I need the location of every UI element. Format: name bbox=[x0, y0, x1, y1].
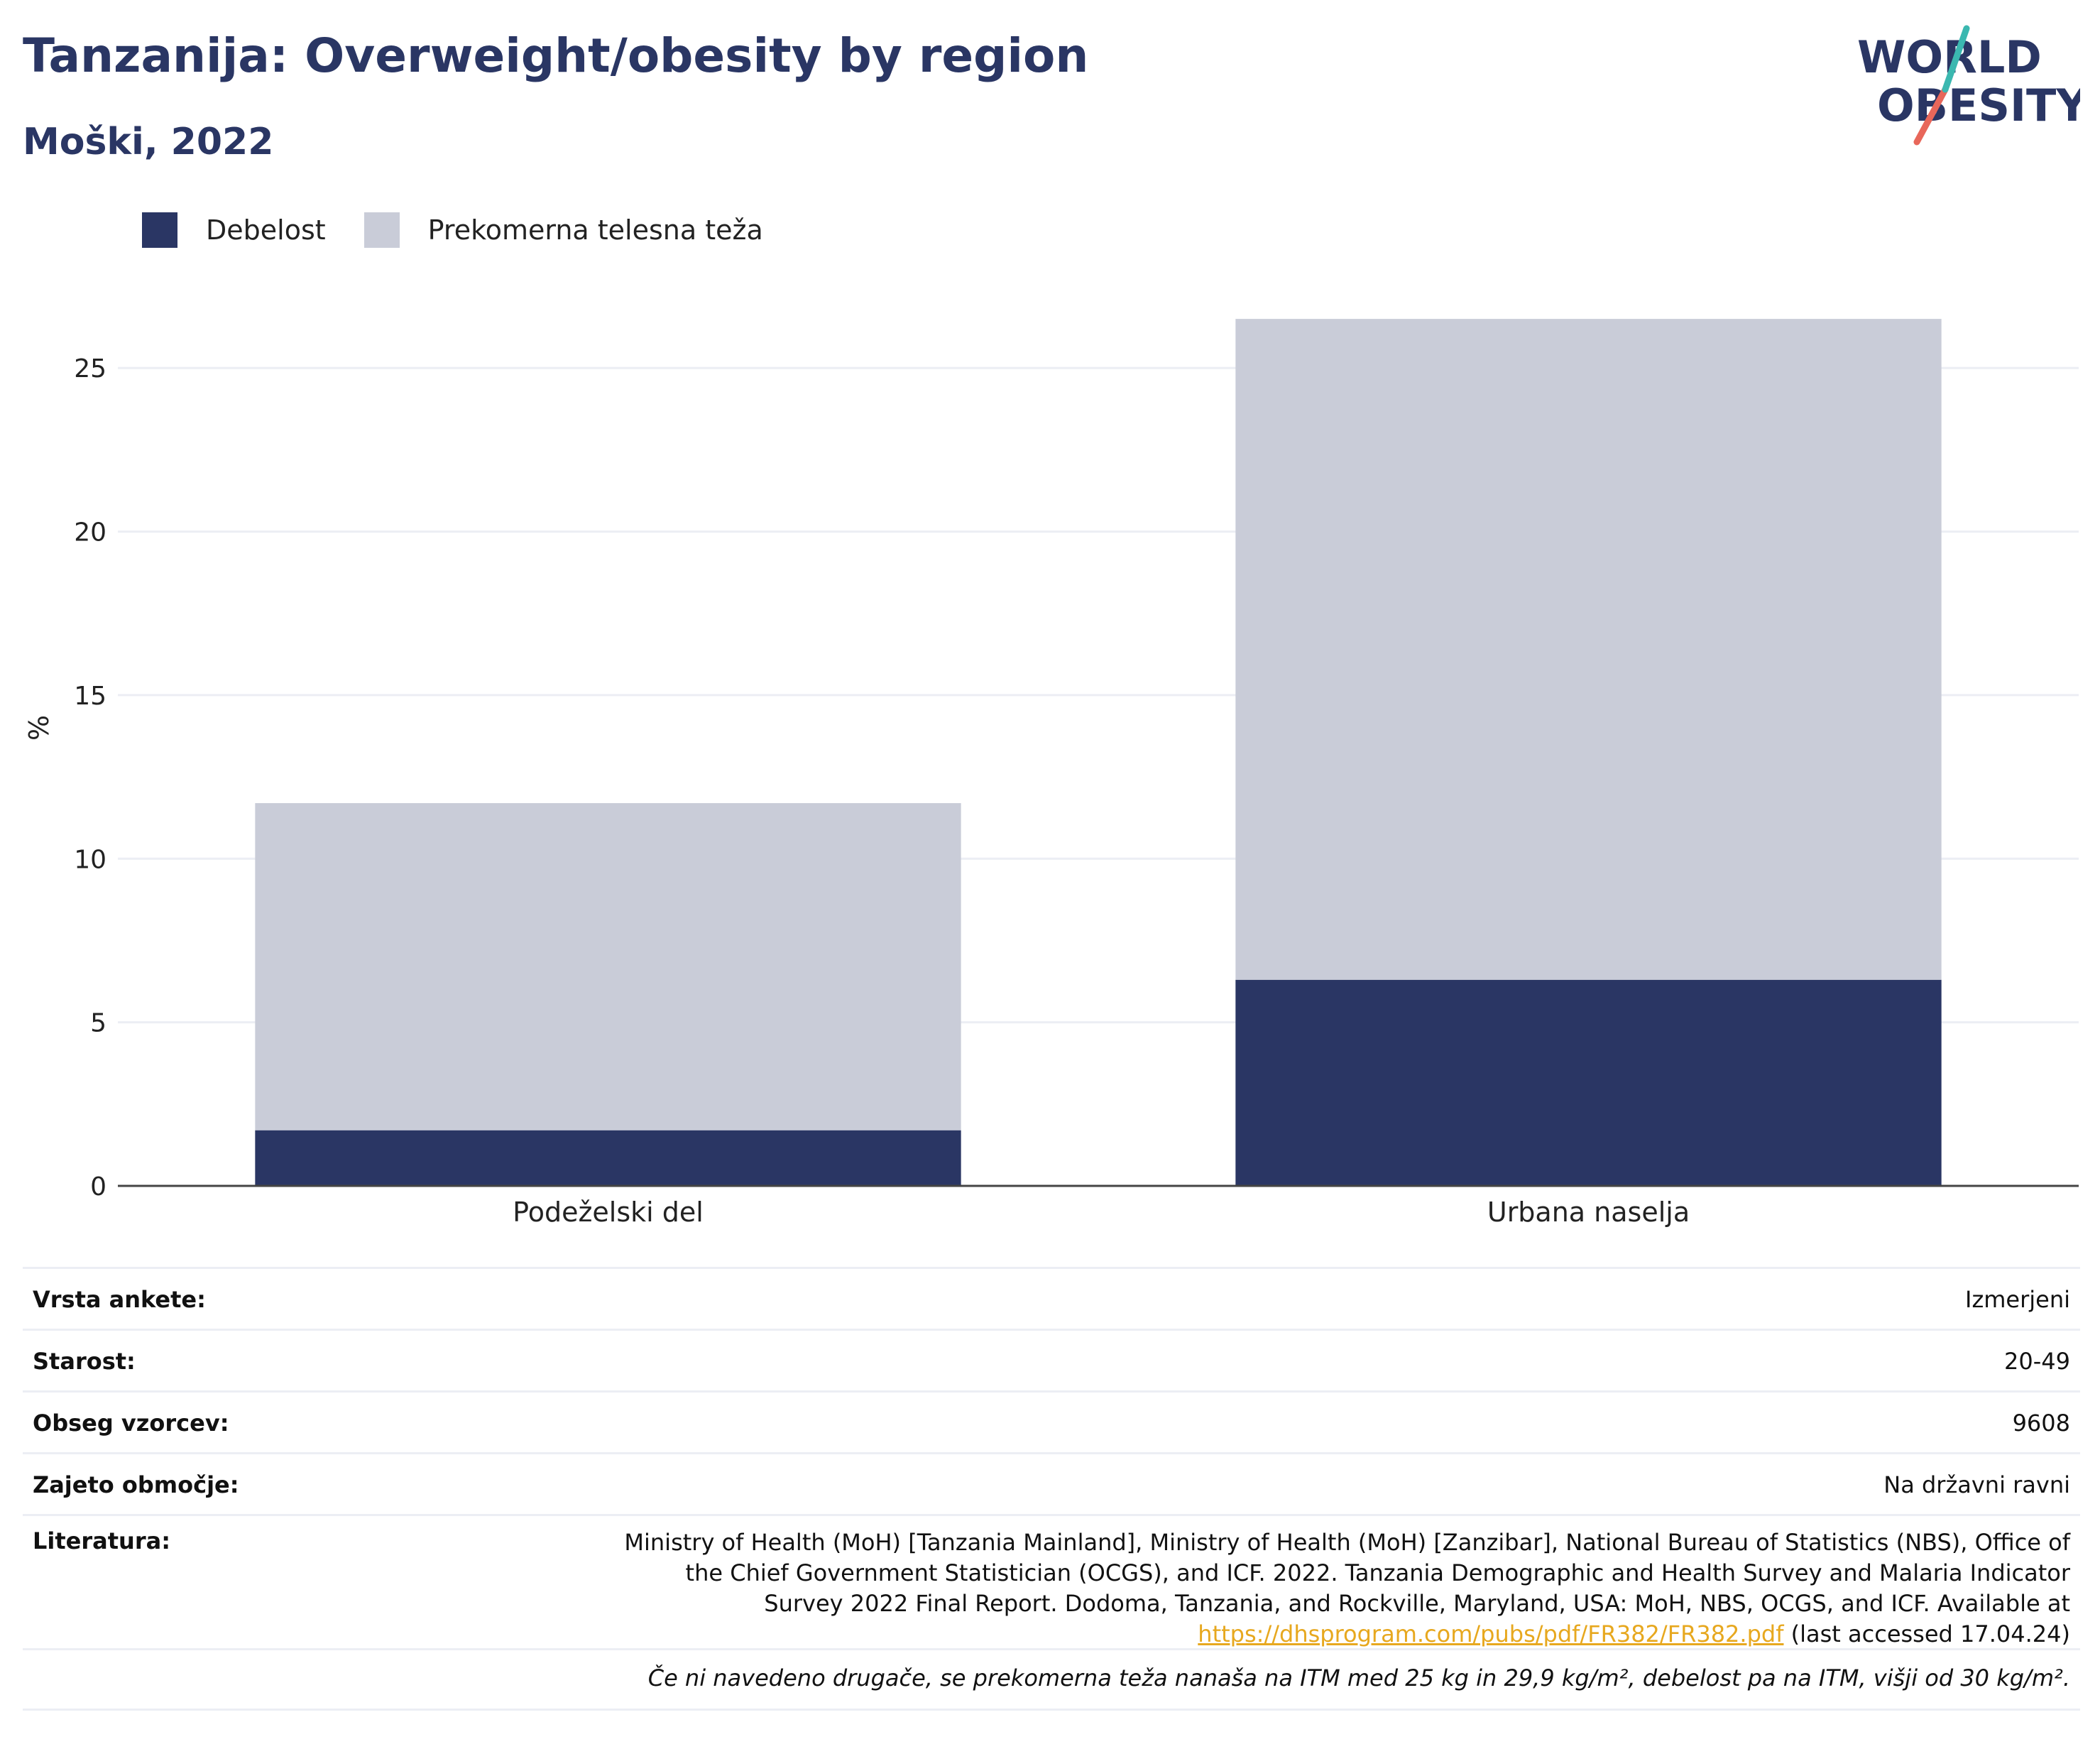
info-value: 20-49 bbox=[2004, 1348, 2070, 1375]
info-row-survey-type: Vrsta ankete: Izmerjeni bbox=[23, 1269, 2080, 1331]
info-row-reference: Literatura: Ministry of Health (MoH) [Ta… bbox=[23, 1516, 2080, 1650]
y-tick-label: 5 bbox=[90, 1009, 106, 1038]
y-tick-label: 25 bbox=[74, 354, 106, 383]
legend-label-overweight: Prekomerna telesna teža bbox=[427, 214, 763, 246]
legend-swatch-overweight bbox=[363, 212, 400, 248]
y-axis-label: % bbox=[23, 715, 55, 741]
legend-label-obesity: Debelost bbox=[206, 214, 326, 246]
bar-overweight bbox=[1235, 319, 1942, 980]
chart-title: Tanzanija: Overweight/obesity by region bbox=[23, 28, 1089, 83]
chart-legend: Debelost Prekomerna telesna teža bbox=[142, 212, 802, 249]
info-label: Vrsta ankete: bbox=[33, 1286, 206, 1313]
info-label: Literatura: bbox=[33, 1527, 170, 1554]
bar-obesity bbox=[1235, 979, 1942, 1186]
bar-obesity bbox=[255, 1130, 961, 1186]
y-tick-label: 15 bbox=[74, 682, 106, 711]
bar-overweight bbox=[255, 802, 961, 1130]
info-table: Vrsta ankete: Izmerjeni Starost: 20-49 O… bbox=[23, 1267, 2080, 1711]
reference-suffix: (last accessed 17.04.24) bbox=[1790, 1620, 2070, 1647]
legend-swatch-obesity bbox=[142, 212, 177, 248]
y-tick-label: 0 bbox=[90, 1172, 106, 1202]
x-tick-label: Podeželski del bbox=[513, 1197, 704, 1228]
info-value: Izmerjeni bbox=[1965, 1286, 2070, 1313]
y-tick-label: 20 bbox=[74, 518, 106, 547]
info-row-sample-size: Obseg vzorcev: 9608 bbox=[23, 1393, 2080, 1454]
world-obesity-logo: WORLD OBESITY bbox=[1857, 25, 2080, 146]
chart-subtitle: Moški, 2022 bbox=[23, 121, 274, 163]
logo-word-2: OBESITY bbox=[1877, 80, 2080, 131]
info-value: Na državni ravni bbox=[1883, 1471, 2070, 1498]
info-label: Starost: bbox=[33, 1348, 136, 1375]
reference-text: Ministry of Health (MoH) [Tanzania Mainl… bbox=[624, 1529, 2070, 1617]
y-tick-label: 10 bbox=[74, 845, 106, 874]
info-row-coverage: Zajeto območje: Na državni ravni bbox=[23, 1454, 2080, 1516]
info-value: 9608 bbox=[2012, 1410, 2070, 1437]
x-tick-label: Urbana naselja bbox=[1487, 1197, 1690, 1228]
bar-chart: 0 5 10 15 20 25% Podeželski del Urbana naselja bbox=[23, 319, 2079, 1228]
reference-text-block: Ministry of Health (MoH) [Tanzania Mainl… bbox=[608, 1527, 2070, 1650]
info-row-age: Starost: 20-49 bbox=[23, 1331, 2080, 1393]
info-label: Zajeto območje: bbox=[33, 1471, 239, 1498]
definition-note: Če ni navedeno drugače, se prekomerna te… bbox=[23, 1650, 2080, 1711]
reference-link[interactable]: https://dhsprogram.com/pubs/pdf/FR382/FR… bbox=[1198, 1620, 1784, 1647]
info-label: Obseg vzorcev: bbox=[33, 1410, 229, 1437]
